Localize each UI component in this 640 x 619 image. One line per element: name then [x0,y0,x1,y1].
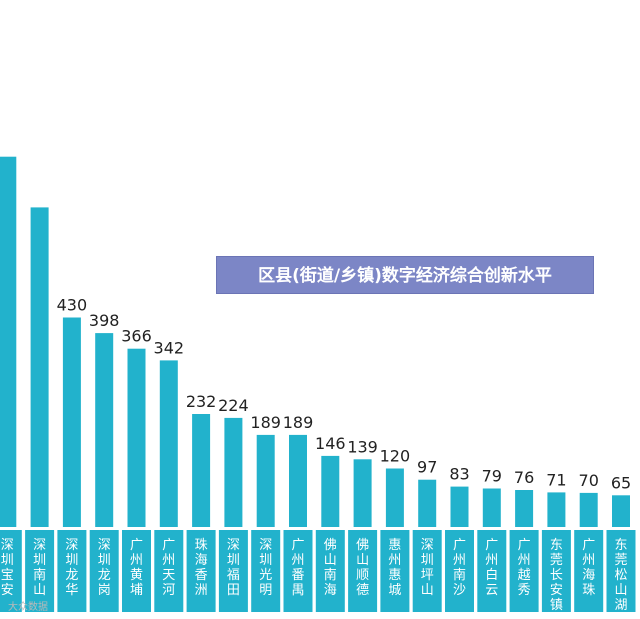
data-label: 97 [417,458,437,477]
x-label-cell [25,530,55,612]
bar-深圳龙岗 [95,333,114,527]
x-tick-label: 佛山南海 [324,538,337,598]
x-label-cell [348,530,378,612]
data-label: 398 [89,311,120,330]
x-label-cell [574,530,604,612]
x-label-cell [477,530,507,612]
bar-广州海珠 [579,492,598,527]
x-tick-label: 深圳福田 [227,538,240,598]
chart-title: 区县(街道/乡镇)数字经济综合创新水平 [216,256,594,294]
bar-佛山南海 [321,455,340,527]
x-label-cell [57,530,87,612]
x-label-cell [251,530,281,612]
bar-惠州惠城 [385,468,404,527]
bar-珠海香洲 [192,414,211,527]
data-label: 189 [250,413,281,432]
data-label: 366 [121,327,152,346]
x-label-cell [0,530,22,612]
x-tick-label: 深圳龙岗 [98,538,111,598]
x-label-cell [380,530,410,612]
bar-深圳南山 [30,207,49,527]
data-label: 83 [449,465,469,484]
x-label-cell [218,530,248,612]
data-label: 342 [154,338,185,357]
data-label: 430 [57,296,88,315]
x-label-cell [154,530,184,612]
data-label: 232 [186,392,217,411]
x-tick-label: 东莞松山湖 [614,538,627,613]
bar-深圳宝安 [0,156,17,527]
data-label: 224 [218,396,249,415]
x-label-cell [541,530,571,612]
x-label-cell [412,530,442,612]
x-tick-label: 佛山顺德 [356,538,369,598]
bar-东莞松山湖 [612,495,630,527]
bar-广州南沙 [450,486,469,527]
bar-深圳福田 [224,417,243,527]
data-label: 79 [482,467,502,486]
x-label-cell [122,530,151,612]
x-tick-label: 东莞长安镇 [550,538,563,613]
data-label: 139 [347,437,378,456]
x-tick-label: 惠州惠城 [388,538,401,598]
x-tick-label: 广州白云 [485,538,498,598]
x-tick-label: 深圳宝安 [1,538,14,598]
x-tick-label: 深圳龙华 [65,538,78,598]
bar-广州越秀 [515,490,534,527]
x-tick-label: 广州黄埔 [130,538,143,598]
bar-深圳龙华 [62,317,81,527]
x-label-cell [186,530,216,612]
x-tick-label: 深圳光明 [259,538,272,598]
bar-深圳光明 [256,434,275,527]
data-label: 65 [611,473,631,492]
x-label-cell [606,530,636,612]
x-tick-label: 广州越秀 [518,538,531,598]
bar-广州黄埔 [127,348,146,527]
x-tick-label: 广州南沙 [453,538,466,598]
data-label: 71 [546,470,566,489]
bar-东莞长安镇 [547,492,566,527]
bar-广州番禺 [289,434,307,527]
x-tick-label: 深圳南山 [33,538,46,598]
bar-佛山顺德 [353,459,372,527]
x-tick-label: 广州番禺 [291,538,304,598]
data-label: 120 [380,447,411,466]
x-label-cell [509,530,539,612]
x-label-cell [89,530,119,612]
x-label-cell [445,530,474,612]
x-tick-label: 深圳坪山 [421,538,434,598]
x-tick-label: 广州天河 [162,538,175,598]
watermark: 大众数据 [8,602,48,613]
bar-广州天河 [159,360,178,527]
x-label-cell [315,530,345,612]
data-label: 146 [315,434,346,453]
x-tick-label: 珠海香洲 [195,538,208,598]
data-label: 76 [514,468,534,487]
data-label: 70 [579,471,599,490]
x-tick-label: 广州海珠 [582,538,595,598]
data-label: 189 [283,413,314,432]
x-label-cell [283,530,313,612]
bar-广州白云 [482,488,501,527]
bar-深圳坪山 [418,479,437,527]
